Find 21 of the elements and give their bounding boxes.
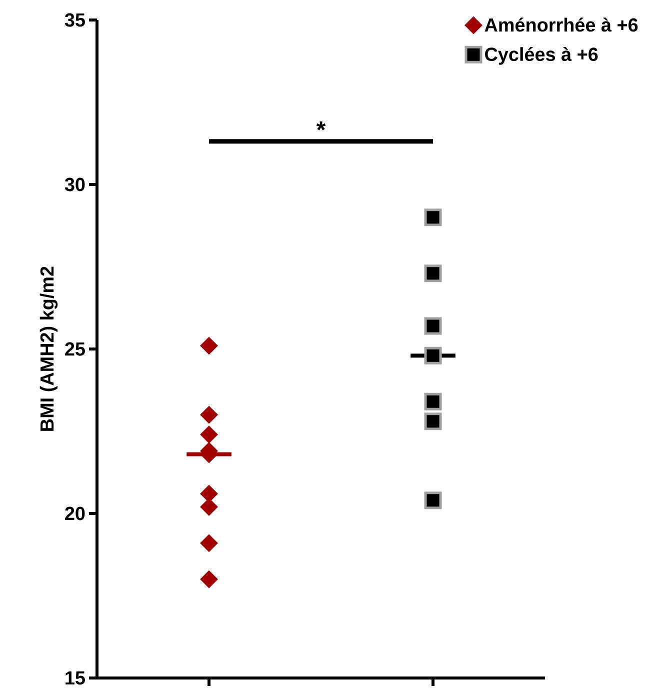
point <box>424 412 442 430</box>
point <box>424 392 442 410</box>
point <box>424 264 442 282</box>
point <box>424 208 442 226</box>
y-tick-label: 15 <box>66 671 85 685</box>
legend-label: Cyclées à +6 <box>485 46 598 65</box>
point <box>200 406 218 424</box>
y-tick-label: 25 <box>65 342 85 356</box>
point <box>200 570 218 588</box>
y-tick-label: 20 <box>65 506 85 520</box>
point <box>200 534 218 552</box>
point <box>200 426 218 444</box>
point <box>424 317 442 335</box>
point <box>200 336 218 355</box>
legend-label: Aménorrhée à +6 <box>484 18 638 32</box>
y-tick-label: 30 <box>64 178 85 192</box>
annotation: * <box>316 121 326 130</box>
point <box>424 346 442 364</box>
y-axis-title: BMI (AMH2) kg/m2 <box>40 266 58 431</box>
point <box>424 492 442 510</box>
y-tick-label: 35 <box>64 13 85 27</box>
